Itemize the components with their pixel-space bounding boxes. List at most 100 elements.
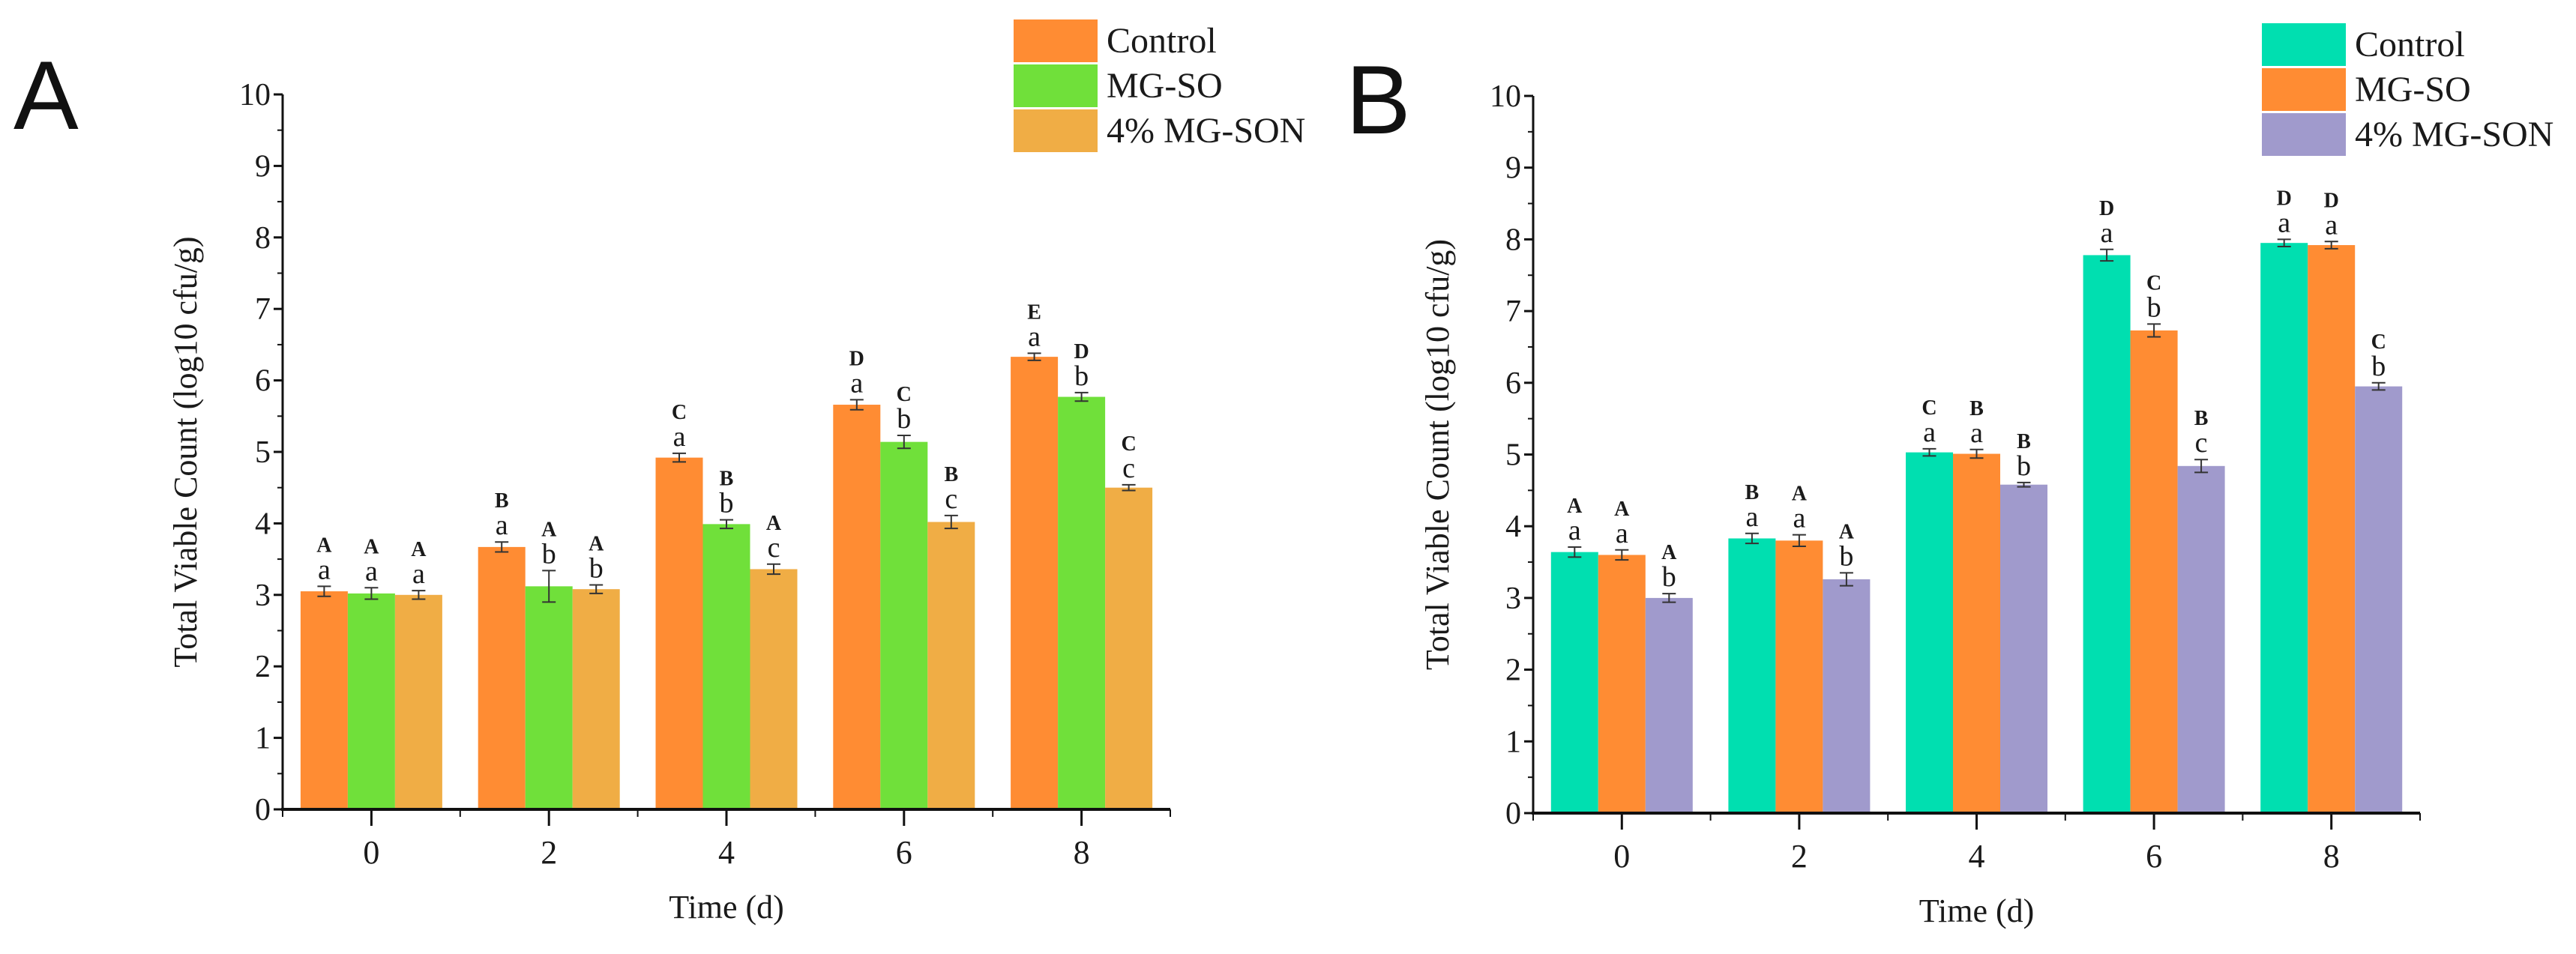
y-tick-label: 2 [255,650,271,684]
legend-swatch [2262,23,2346,66]
legend-swatch [2262,68,2346,111]
significance-lower-label: b [1839,540,1853,572]
significance-upper-label: B [944,463,958,486]
y-tick-label: 0 [255,793,271,827]
y-axis-label: Total Viable Count (log10 cfu/g) [167,236,204,667]
significance-upper-label: A [541,518,557,541]
significance-lower-label: b [1662,561,1676,593]
bar [2000,484,2047,813]
significance-lower-label: a [1970,417,1983,449]
significance-upper-label: D [2324,189,2339,212]
significance-upper-label: A [1614,498,1630,521]
significance-upper-label: D [2277,187,2292,210]
significance-lower-label: b [1074,360,1089,392]
legend-label: MG-SO [2355,70,2471,109]
bar [2177,465,2225,813]
bar [1550,552,1598,813]
y-tick-label: 10 [1490,79,1521,114]
x-tick-label: 4 [1969,838,1985,875]
y-tick-label: 0 [1505,797,1521,831]
significance-lower-label: b [2147,292,2161,323]
bar [2355,386,2403,813]
panel-label: B [1346,45,1411,154]
significance-upper-label: C [2146,271,2161,295]
significance-upper-label: B [2017,430,2031,453]
y-tick-label: 6 [255,364,271,399]
y-tick-label: 9 [1505,151,1521,186]
y-tick-label: 4 [255,507,271,541]
bar [927,522,975,809]
x-tick-label: 0 [1613,838,1630,875]
significance-lower-label: a [2278,207,2290,238]
significance-upper-label: A [589,532,604,555]
y-tick-label: 7 [1505,295,1521,329]
bar [1058,396,1106,809]
y-tick-label: 5 [1505,438,1521,473]
significance-upper-label: A [1661,541,1677,564]
significance-upper-label: D [1074,340,1089,363]
significance-upper-label: D [2099,197,2114,220]
y-axis-label: Total Viable Count (log10 cfu/g) [1419,239,1456,670]
bar [750,569,798,809]
bar [2083,255,2131,814]
significance-upper-label: C [1121,432,1136,456]
bar [880,441,928,809]
y-tick-label: 6 [1505,366,1521,401]
x-axis-label: Time (d) [1919,893,2035,929]
legend-label: Control [2355,25,2465,64]
significance-upper-label: A [1792,483,1808,506]
bar [1906,452,1953,813]
significance-upper-label: A [1567,495,1583,518]
y-tick-label: 1 [1505,725,1521,759]
legend-label: 4% MG-SON [1107,111,1305,151]
significance-lower-label: a [496,510,508,541]
x-axis-label: Time (d) [669,889,784,926]
significance-upper-label: C [897,383,912,406]
bar [1728,538,1776,813]
bar [702,524,750,809]
significance-lower-label: b [2017,450,2031,482]
significance-lower-label: a [365,555,378,587]
significance-upper-label: B [1745,481,1760,504]
bar [2308,245,2356,813]
significance-upper-label: E [1027,301,1041,324]
significance-upper-label: B [720,468,734,491]
legend-swatch [1014,109,1098,152]
panel-label: A [13,40,79,150]
legend-swatch [2262,113,2346,156]
significance-lower-label: c [768,532,780,564]
significance-upper-label: B [2194,407,2209,430]
bar [1598,555,1646,813]
bar [833,405,881,809]
x-tick-label: 0 [363,834,379,871]
bar [572,589,620,809]
significance-lower-label: b [589,552,604,584]
x-tick-label: 2 [1791,838,1808,875]
significance-lower-label: a [850,367,863,399]
bar [1775,540,1823,813]
significance-lower-label: b [542,538,556,570]
x-tick-label: 6 [2146,838,2162,875]
bar [1953,453,2000,813]
y-tick-label: 7 [255,292,271,327]
bar [525,586,573,809]
significance-upper-label: D [849,347,864,370]
x-tick-label: 2 [541,834,557,871]
significance-upper-label: C [1922,396,1936,420]
bar [655,457,703,809]
bar [478,546,526,809]
y-tick-label: 8 [1505,223,1521,257]
legend-label: 4% MG-SON [2355,115,2554,154]
significance-lower-label: a [1923,417,1936,448]
y-tick-label: 8 [255,221,271,256]
significance-upper-label: B [495,489,509,513]
legend-label: Control [1107,21,1217,61]
significance-lower-label: a [1028,321,1041,352]
significance-lower-label: b [720,488,734,519]
bar [300,591,348,809]
legend: Control MG-SO 4% MG-SON [1014,19,1305,152]
